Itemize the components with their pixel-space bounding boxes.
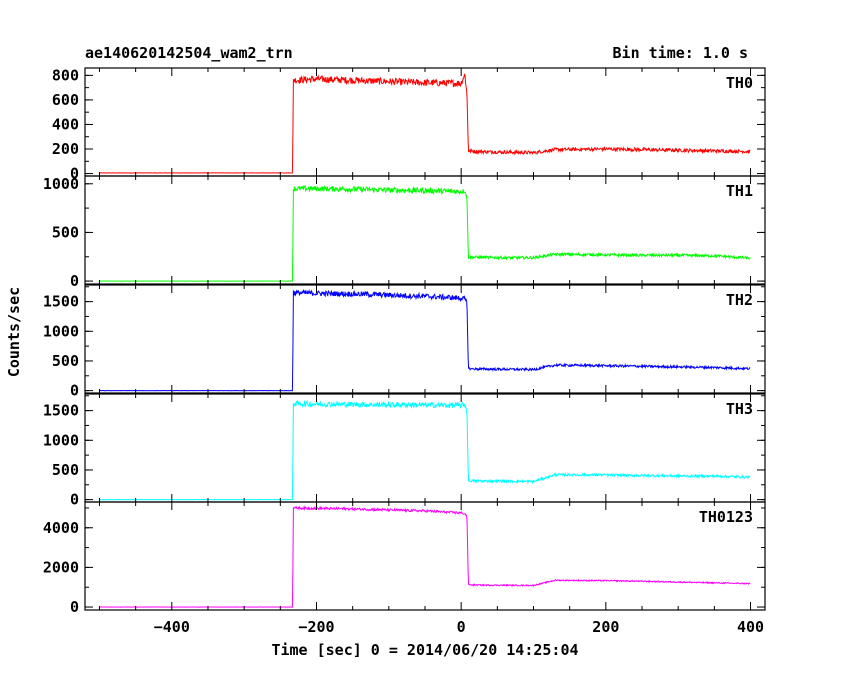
- panel-th0123: TH0123 0 2000 4000: [43, 501, 766, 616]
- y-tick-label: 500: [52, 461, 79, 479]
- panel-label: TH3: [726, 400, 753, 418]
- panel-frame: [84, 284, 766, 394]
- panel-label: TH1: [726, 182, 753, 200]
- series-line-th2: [99, 288, 751, 392]
- panel-label: TH0: [726, 74, 753, 92]
- x-tick-label: 200: [592, 618, 619, 636]
- y-tick-label: 600: [52, 91, 79, 109]
- panel-label: TH0123: [699, 508, 753, 526]
- x-tick-label: −400: [154, 618, 190, 636]
- y-tick-label: 2000: [43, 558, 79, 576]
- chart-title: ae140620142504_wam2_trn: [85, 44, 293, 62]
- y-axis-label: Counts/sec: [5, 287, 23, 377]
- panel-th3: TH3 0 500 1000 1500: [43, 393, 766, 509]
- y-tick-label: 0: [70, 491, 79, 509]
- y-tick-label: 500: [52, 352, 79, 370]
- series-line-th0: [99, 73, 751, 174]
- y-tick-label: 0: [70, 382, 79, 400]
- y-tick-label: 1000: [43, 175, 79, 193]
- series-line-th1: [99, 184, 751, 282]
- y-tick-label: 0: [70, 165, 79, 183]
- y-tick-label: 200: [52, 140, 79, 158]
- x-tick-label: −200: [298, 618, 334, 636]
- panel-th0: TH0 0 200 400 600 800: [52, 66, 766, 183]
- panel-th1: TH1 0 500 1000: [43, 175, 766, 290]
- y-tick-label: 0: [70, 272, 79, 290]
- y-tick-label: 800: [52, 66, 79, 84]
- series-line-th3: [99, 399, 751, 501]
- panel-th2: TH2 0 500 1000 1500: [43, 284, 766, 400]
- y-tick-label: 1500: [43, 402, 79, 420]
- panel-label: TH2: [726, 291, 753, 309]
- y-tick-label: 4000: [43, 519, 79, 537]
- bin-time-label: Bin time: 1.0 s: [612, 44, 748, 62]
- y-tick-label: 500: [52, 223, 79, 241]
- y-tick-label: 1000: [43, 431, 79, 449]
- panel-frame: [84, 393, 766, 503]
- x-tick-label: 0: [457, 618, 466, 636]
- y-tick-label: 400: [52, 115, 79, 133]
- y-tick-label: 0: [70, 598, 79, 616]
- panel-frame: [84, 501, 766, 611]
- series-line-th0123: [99, 505, 751, 608]
- x-tick-label: 400: [737, 618, 764, 636]
- y-tick-label: 1000: [43, 322, 79, 340]
- x-axis-label: Time [sec] 0 = 2014/06/20 14:25:04: [271, 641, 578, 659]
- y-tick-label: 1500: [43, 293, 79, 311]
